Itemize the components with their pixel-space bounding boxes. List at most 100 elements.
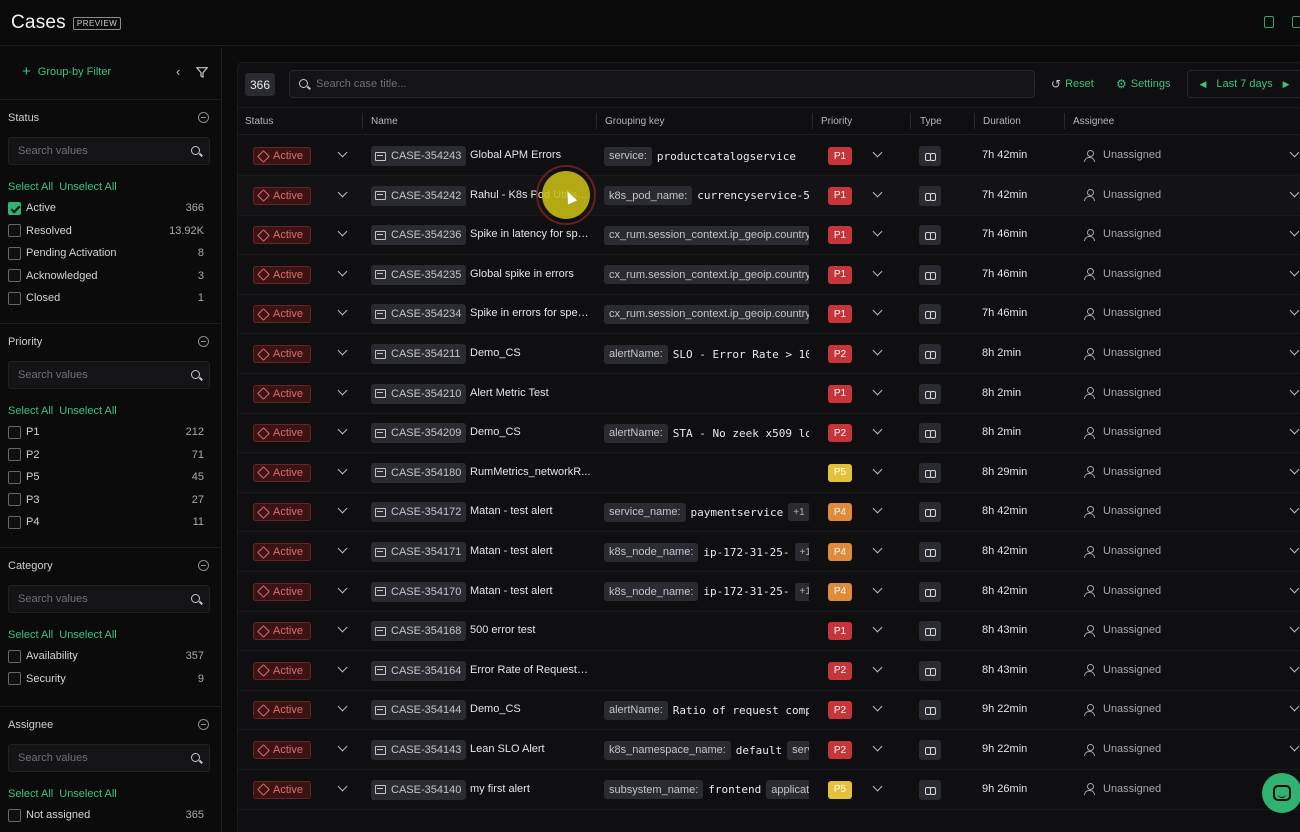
chevron-down-icon[interactable] <box>872 345 883 356</box>
checkbox[interactable] <box>8 470 21 484</box>
collapse-section-icon[interactable] <box>198 112 209 123</box>
chevron-down-icon[interactable] <box>872 543 883 554</box>
chevron-down-icon[interactable] <box>872 464 883 475</box>
chevron-down-icon[interactable] <box>337 385 348 396</box>
priority-badge[interactable]: P4 <box>828 503 852 522</box>
filter-option[interactable]: Availability 357 <box>8 647 204 665</box>
case-name[interactable]: 500 error test <box>470 624 536 637</box>
chevron-down-icon[interactable] <box>1289 583 1300 594</box>
assignee[interactable]: Unassigned <box>1084 387 1161 400</box>
column-header-priority[interactable]: Priority <box>821 116 853 127</box>
assignee[interactable]: Unassigned <box>1084 783 1161 796</box>
case-name[interactable]: Demo_CS <box>470 426 521 439</box>
case-search-input[interactable] <box>316 71 1016 97</box>
case-name[interactable]: Lean SLO Alert <box>470 743 545 755</box>
date-range-picker[interactable]: ◀ Last 7 days ▶ <box>1187 70 1300 98</box>
priority-badge[interactable]: P2 <box>828 661 852 680</box>
table-row[interactable]: Active CASE-354168 500 error test P1 8h … <box>238 611 1300 652</box>
assignee[interactable]: Unassigned <box>1084 149 1161 162</box>
column-header-name[interactable]: Name <box>371 116 398 127</box>
assignee[interactable]: Unassigned <box>1084 466 1161 479</box>
next-range-icon[interactable]: ▶ <box>1282 78 1290 89</box>
chat-button[interactable] <box>1262 773 1300 813</box>
table-row[interactable]: Active CASE-354143 Lean SLO Alert k8s_na… <box>238 730 1300 770</box>
status-badge[interactable]: Active <box>253 661 311 680</box>
priority-badge[interactable]: P2 <box>828 741 852 759</box>
chevron-down-icon[interactable] <box>1289 464 1300 475</box>
table-row[interactable]: Active CASE-354172 Matan - test alert se… <box>238 492 1300 533</box>
table-row[interactable]: Active CASE-354211 Demo_CS alertName: SLO… <box>238 334 1300 374</box>
chevron-down-icon[interactable] <box>337 147 348 158</box>
case-id-tag[interactable]: CASE-354209 <box>371 423 467 444</box>
assignee[interactable]: Unassigned <box>1084 664 1161 677</box>
column-divider[interactable] <box>1064 113 1065 129</box>
column-divider[interactable] <box>910 113 911 129</box>
filter-option[interactable]: P2 71 <box>8 446 204 464</box>
chevron-down-icon[interactable] <box>337 345 348 356</box>
assignee[interactable]: Unassigned <box>1084 743 1161 756</box>
case-name[interactable]: my first alert <box>470 782 530 795</box>
chevron-down-icon[interactable] <box>872 147 883 158</box>
case-id-tag[interactable]: CASE-354164 <box>371 660 467 681</box>
status-badge[interactable]: Active <box>253 186 311 205</box>
table-row[interactable]: Active CASE-354164 Error Rate of Request… <box>238 651 1300 691</box>
select-all-link[interactable]: Select All <box>8 181 54 193</box>
assignee[interactable]: Unassigned <box>1084 268 1161 281</box>
column-header-type[interactable]: Type <box>920 116 942 127</box>
checkbox[interactable] <box>8 224 21 238</box>
filter-search-input[interactable] <box>9 362 185 388</box>
assignee[interactable]: Unassigned <box>1084 189 1161 202</box>
more-keys-badge[interactable]: +1 <box>794 543 809 561</box>
checkbox[interactable] <box>8 672 21 686</box>
table-row[interactable]: Active CASE-354209 Demo_CS alertName: STA… <box>238 413 1300 454</box>
assignee[interactable]: Unassigned <box>1084 703 1161 716</box>
status-badge[interactable]: Active <box>253 622 311 641</box>
chevron-down-icon[interactable] <box>1289 503 1300 514</box>
filter-option[interactable]: P5 45 <box>8 468 204 486</box>
chevron-down-icon[interactable] <box>337 701 348 712</box>
more-keys-badge[interactable]: +1 <box>794 582 809 601</box>
status-badge[interactable]: Active <box>253 226 311 245</box>
table-row[interactable]: Active CASE-354180 RumMetrics_networkR..… <box>238 453 1300 493</box>
chevron-down-icon[interactable] <box>337 741 348 752</box>
chevron-down-icon[interactable] <box>337 781 348 792</box>
chevron-down-icon[interactable] <box>872 305 883 316</box>
chevron-down-icon[interactable] <box>872 662 883 673</box>
status-badge[interactable]: Active <box>253 741 311 759</box>
case-name[interactable]: Spike in errors for speci... <box>470 307 592 320</box>
group-by-filter-button[interactable]: + Group-by Filter <box>22 64 111 79</box>
chevron-down-icon[interactable] <box>337 662 348 673</box>
chevron-down-icon[interactable] <box>872 503 883 514</box>
column-divider[interactable] <box>596 113 597 129</box>
unselect-all-link[interactable]: Unselect All <box>59 788 117 800</box>
filter-search-input[interactable] <box>9 586 185 612</box>
assignee[interactable]: Unassigned <box>1084 624 1161 637</box>
chevron-down-icon[interactable] <box>1289 187 1300 198</box>
chevron-left-icon[interactable]: ‹ <box>176 64 181 79</box>
chevron-down-icon[interactable] <box>1289 147 1300 158</box>
assignee[interactable]: Unassigned <box>1084 347 1161 360</box>
chevron-down-icon[interactable] <box>872 424 883 435</box>
status-badge[interactable]: Active <box>253 780 311 799</box>
filter-option[interactable]: Acknowledged 3 <box>8 267 204 285</box>
case-id-tag[interactable]: CASE-354144 <box>371 700 467 721</box>
filter-search[interactable] <box>8 744 210 772</box>
priority-badge[interactable]: P1 <box>828 305 852 324</box>
chevron-down-icon[interactable] <box>337 226 348 237</box>
status-badge[interactable]: Active <box>253 424 311 443</box>
checkbox[interactable] <box>8 201 21 215</box>
table-row[interactable]: Active CASE-354210 Alert Metric Test P1 … <box>238 374 1300 414</box>
assignee[interactable]: Unassigned <box>1084 426 1161 439</box>
more-keys-badge[interactable]: +1 <box>788 503 809 522</box>
column-divider[interactable] <box>974 113 975 129</box>
status-badge[interactable]: Active <box>253 582 311 601</box>
assignee[interactable]: Unassigned <box>1084 307 1161 320</box>
column-header-grouping-key[interactable]: Grouping key <box>605 116 665 127</box>
case-name[interactable]: Error Rate of Requests ... <box>470 663 592 676</box>
case-id-tag[interactable]: CASE-354234 <box>371 304 467 325</box>
checkbox[interactable] <box>8 649 21 663</box>
chevron-down-icon[interactable] <box>1289 226 1300 237</box>
chevron-down-icon[interactable] <box>1289 662 1300 673</box>
table-row[interactable]: Active CASE-354234 Spike in errors for s… <box>238 294 1300 335</box>
case-id-tag[interactable]: CASE-354235 <box>371 264 467 285</box>
